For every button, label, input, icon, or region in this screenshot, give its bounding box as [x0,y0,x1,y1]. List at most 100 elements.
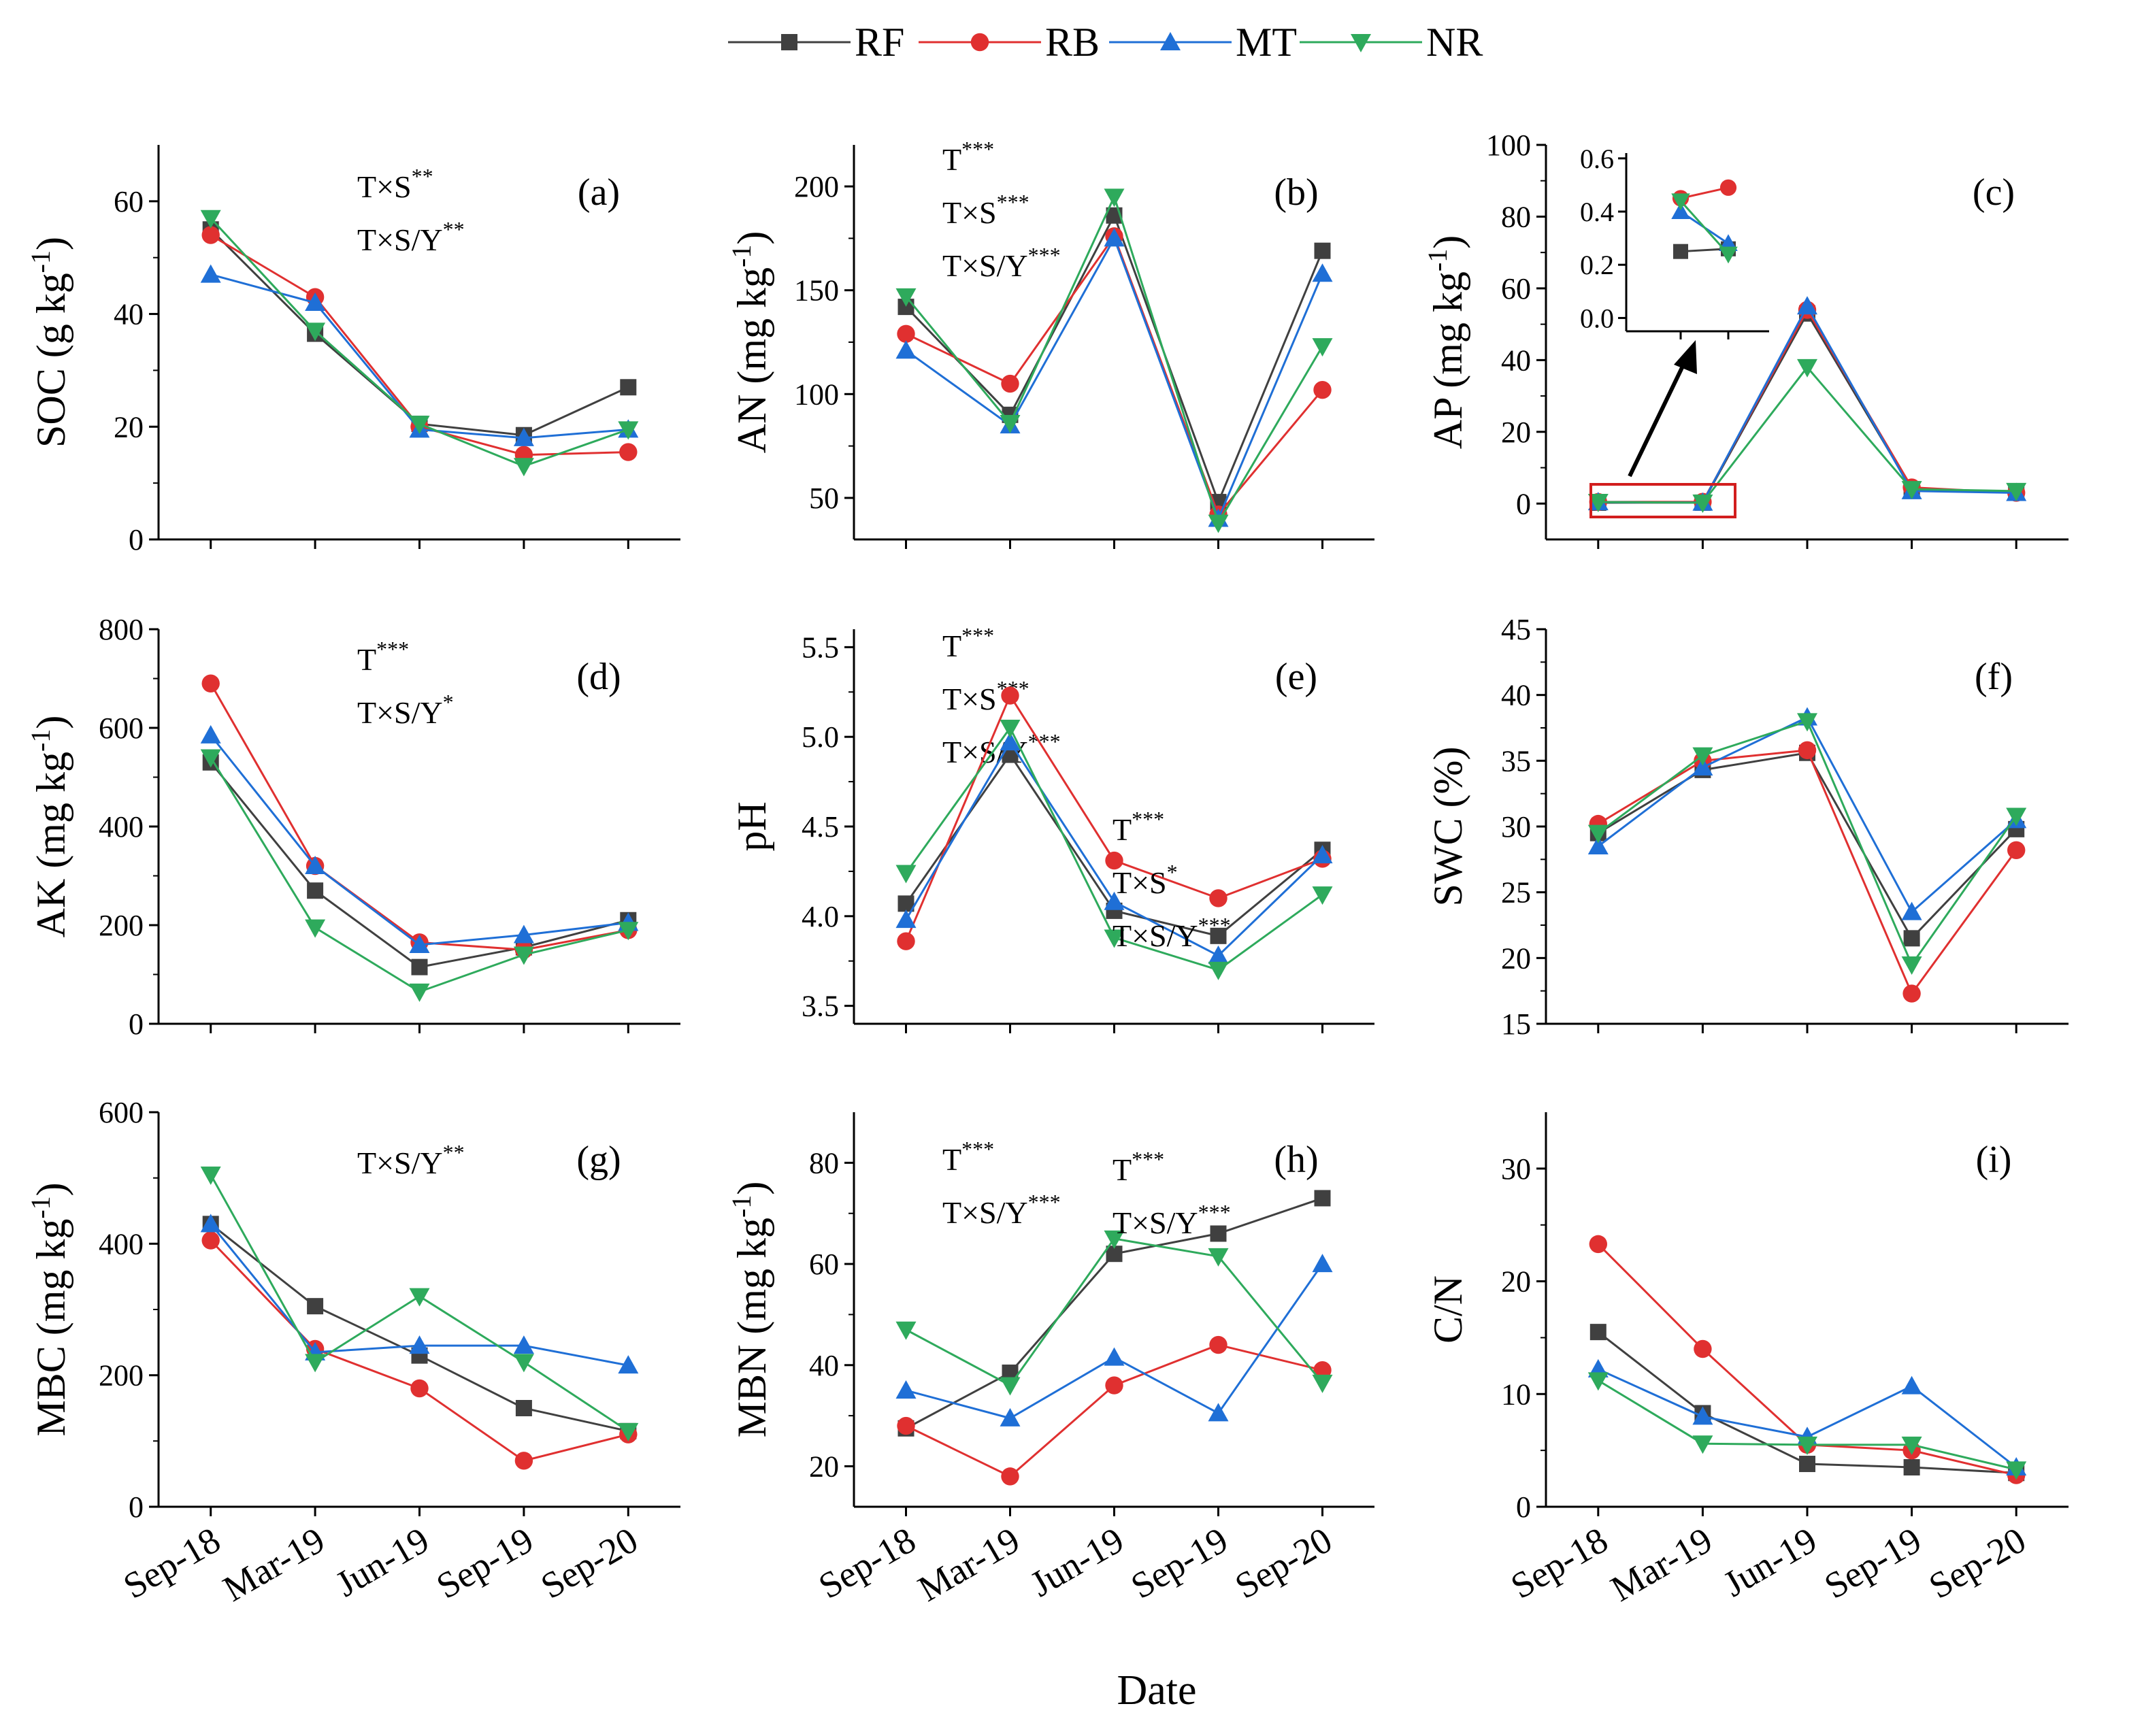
data-point-mt [305,856,326,874]
y-tick-label: 20 [1501,416,1531,449]
legend: RF RB MT NR [728,20,1483,65]
inset-arrow-shaft [1628,358,1688,478]
x-tick-label: Jun-19 [1023,1519,1130,1604]
panel-letter: (h) [1274,1139,1318,1181]
data-point-mt [1000,1407,1021,1426]
data-point-nr [1901,956,1922,975]
panel-a: 0 20 40 60 SOC (g kg-1) (a) T×S** T×S/Y** [25,145,680,556]
data-point-mt [513,1335,534,1354]
legend-label-mt: MT [1236,20,1297,65]
data-point-nr [200,749,221,768]
y-tick-label: 0 [1516,487,1531,520]
data-point-mt [1587,836,1609,854]
x-tick-label: Mar-19 [911,1519,1026,1609]
significance-annotation: T*** [942,1137,994,1177]
y-tick-label: 800 [99,613,144,646]
data-point-rb [1209,889,1227,907]
y-tick-label: 200 [99,1359,144,1392]
data-point-mt [513,427,534,446]
y-tick-label: 80 [1501,200,1531,233]
data-point-rf [1210,1225,1227,1242]
y-tick-label: 40 [114,298,144,331]
data-point-mt [618,1355,639,1374]
data-point-mt [1692,757,1713,775]
inset-series-line-nr [1679,200,1730,255]
legend-item-rb: RB [919,20,1100,65]
x-tick-label: Sep-20 [534,1519,644,1606]
data-point-nr [1587,824,1609,844]
data-point-rf [411,958,428,975]
inset-y-tick-label: 0.0 [1580,303,1614,333]
y-tick-label: 40 [1501,679,1531,712]
data-point-nr [2006,1461,2027,1480]
data-point-mt [1312,845,1333,864]
x-tick-label: Sep-18 [812,1519,922,1606]
y-tick-label: 15 [1501,1007,1531,1041]
y-tick-label: 4.0 [802,900,839,933]
series-line-rf [210,229,629,437]
data-point-nr [513,458,534,477]
data-point-nr [2006,807,2027,827]
data-point-rb [1589,1235,1607,1254]
data-point-rb [897,932,915,950]
data-point-mt [200,264,221,283]
data-point-mt [1104,228,1125,247]
panel-letter: (d) [576,656,621,698]
legend-label-nr: NR [1426,20,1483,65]
data-point-nr [1901,481,1922,500]
panel-e: 3.5 4.0 4.5 5.0 5.5 pH (e) T*** T×S*** T×S/Y*** [729,623,1374,1033]
series-line-mt [1598,304,2017,504]
panel-d: 0 200 400 600 800 AK (mg kg-1) (d) T*** T×S/Y* [25,613,680,1041]
significance-annotation: T×S/Y*** [1113,1200,1231,1240]
y-tick-label: 200 [794,170,839,203]
data-point-rf [1314,1190,1331,1207]
data-point-nr [1104,188,1125,207]
data-point-nr [409,416,430,435]
significance-annotation: T×S/Y* [357,690,454,730]
data-point-nr [305,919,326,938]
y-tick-label: 400 [99,1227,144,1261]
panel-letter: (g) [576,1139,621,1181]
data-point-nr [1797,358,1817,378]
y-tick-label: 40 [1501,344,1531,377]
legend-marker-nr [1351,34,1371,52]
series-line-nr [1598,365,2017,504]
data-point-mt [1312,1254,1333,1273]
data-point-rf [307,882,324,899]
inset-data-point-nr [1671,193,1690,211]
data-point-nr [513,1354,534,1373]
series-line-rb [1598,307,2017,503]
y-axis-title: AP (mg kg-1) [1422,235,1470,449]
data-point-nr [513,946,534,965]
legend-label-rb: RB [1045,20,1100,65]
inset-y-tick-label: 0.2 [1580,250,1614,280]
data-point-nr [618,421,639,440]
data-point-rb [1001,374,1019,393]
panel-f: 15 20 25 30 35 40 45 SWC (%) (f) T*** T×S* T×S/Y*** [1113,613,2069,1041]
data-point-rf [1799,1456,1815,1473]
data-point-rb [1694,1339,1712,1358]
data-point-mt [1208,1403,1229,1422]
data-point-rb [1001,1467,1019,1486]
significance-annotation: T×S/Y** [357,1140,465,1180]
legend-item-mt: MT [1109,20,1297,65]
panel-b: 50 100 150 200 AN (mg kg-1) (b) T*** T×S*** T×S/… [726,137,1374,549]
data-point-nr [1797,1436,1817,1455]
y-tick-label: 0 [129,1007,144,1041]
y-tick-label: 20 [809,1450,839,1484]
data-point-mt [895,909,917,929]
inset-y-tick-label: 0.6 [1580,144,1614,174]
inset-arrow-head [1674,340,1697,374]
y-axis-title: SOC (g kg-1) [25,237,73,448]
data-point-rb [1105,851,1123,870]
data-point-nr [1692,1435,1713,1454]
data-point-mt [409,1335,430,1354]
y-tick-label: 20 [114,410,144,444]
data-point-nr [1208,961,1229,980]
data-point-nr [895,1321,917,1340]
y-tick-label: 60 [114,185,144,218]
data-point-mt [200,1214,221,1233]
data-point-rf [1314,242,1331,259]
data-point-rb [2007,841,2026,860]
data-point-rf [515,1400,532,1416]
